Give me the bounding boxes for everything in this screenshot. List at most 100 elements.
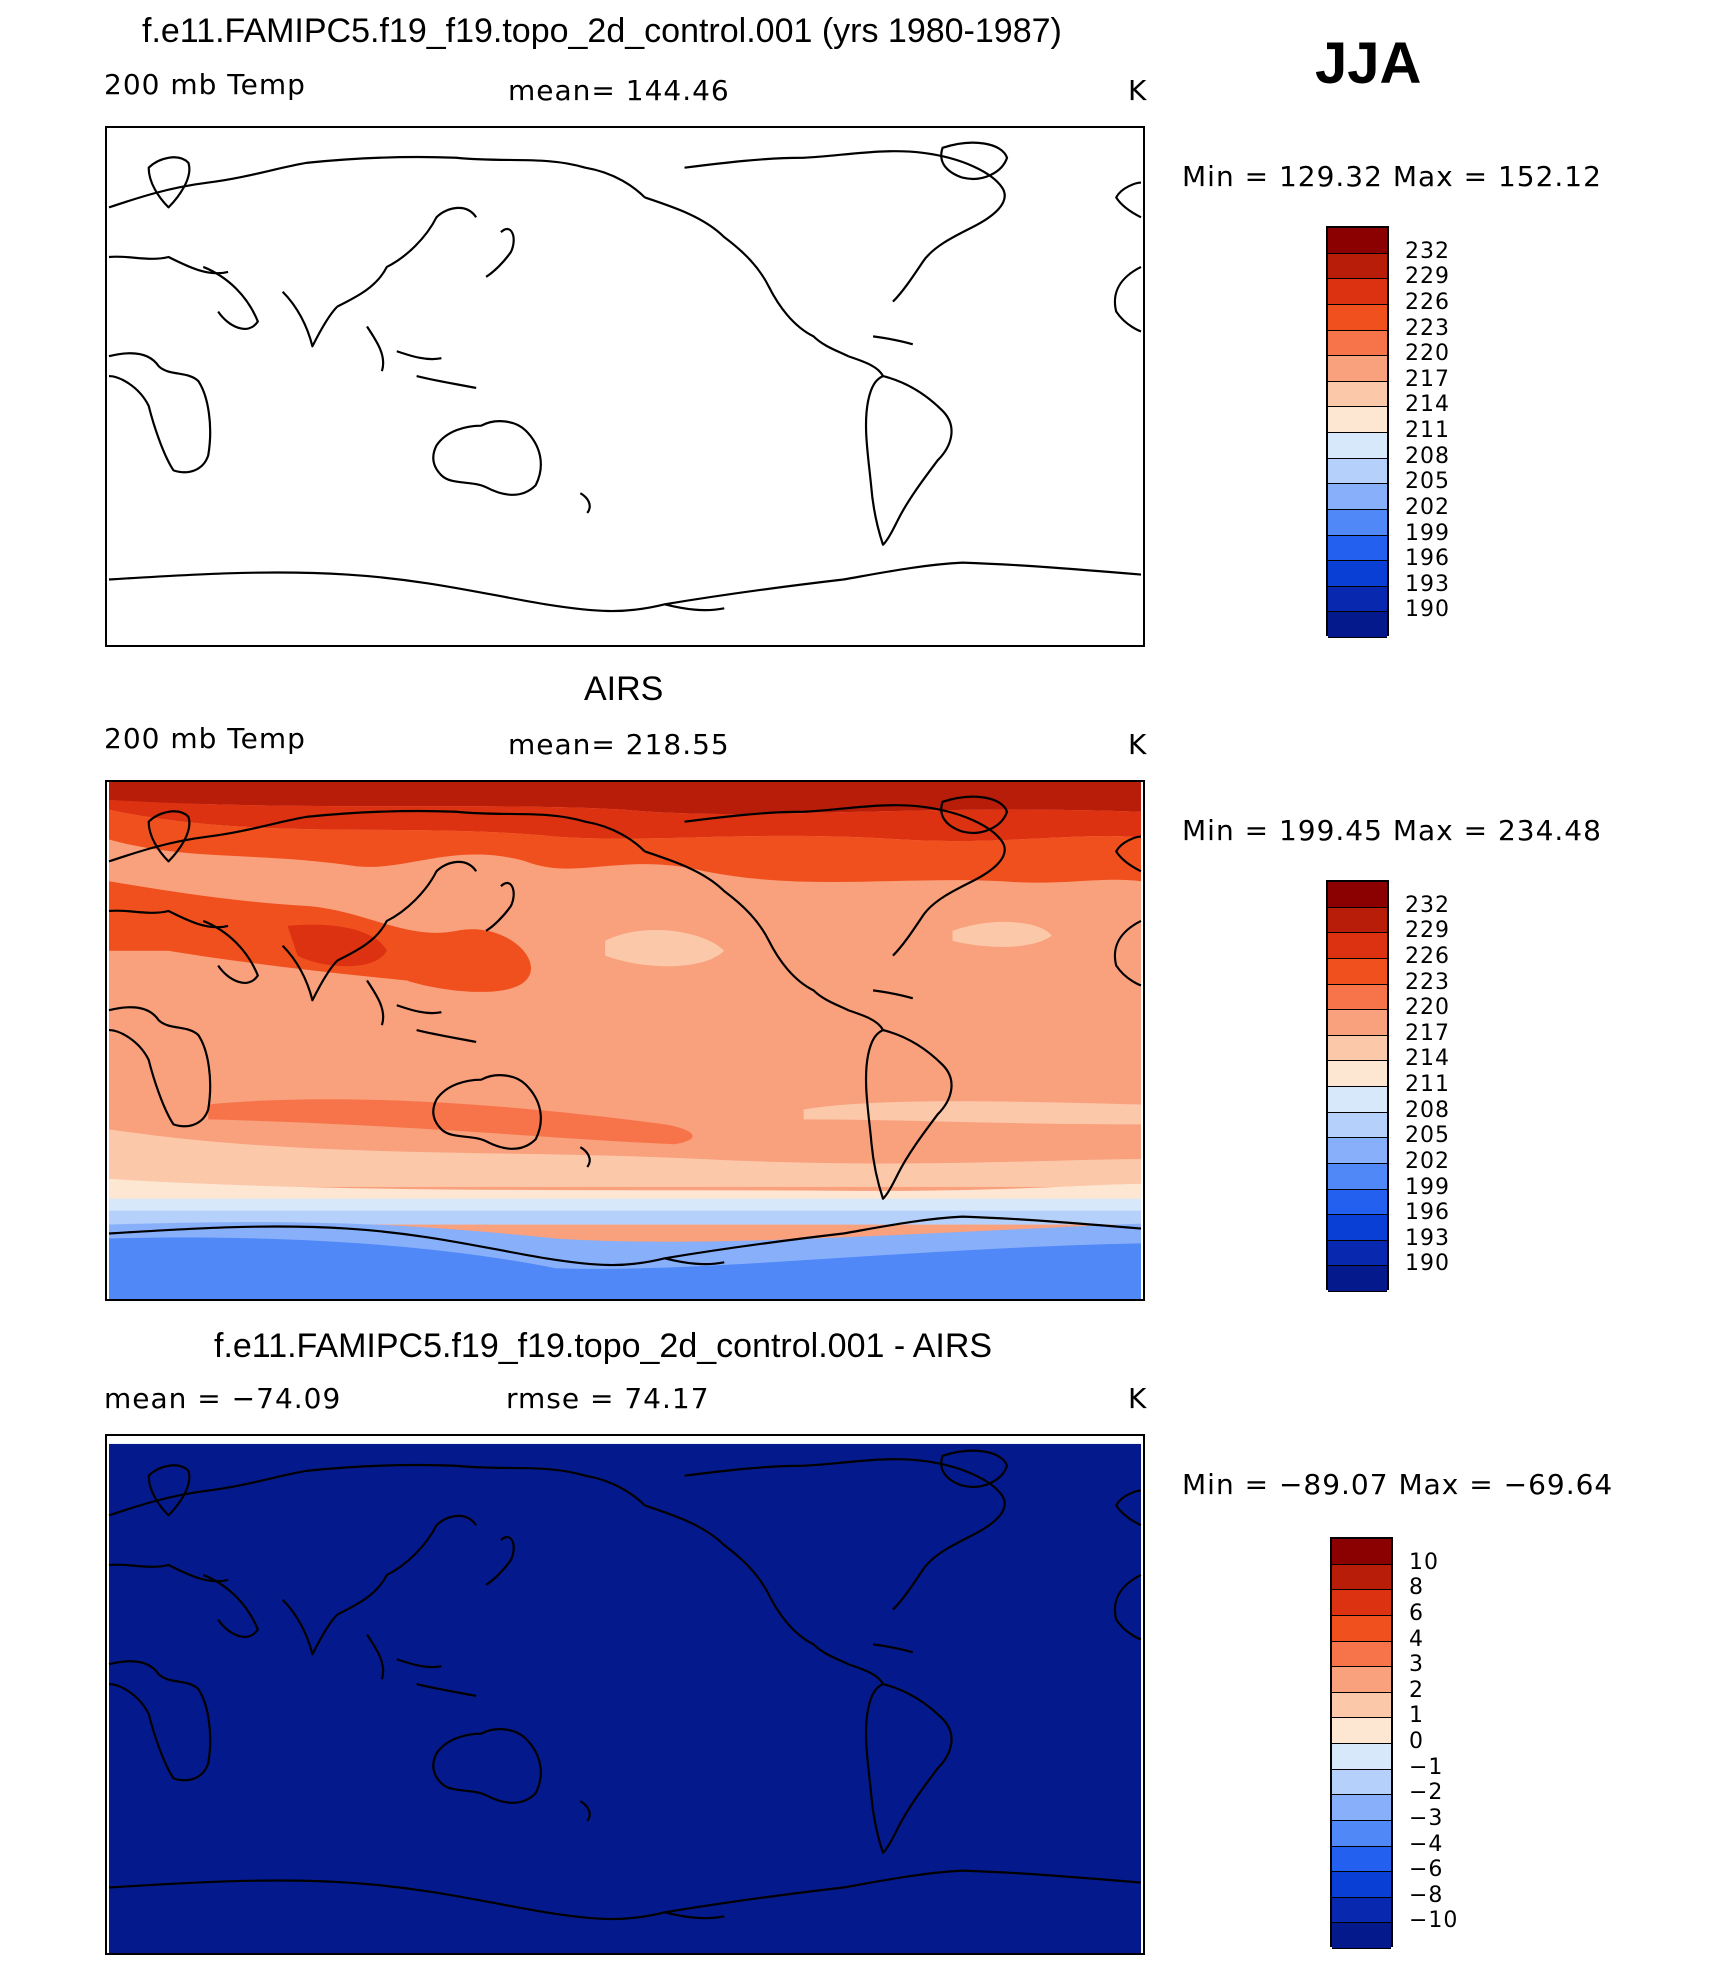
colorbar-swatch [1328, 253, 1387, 280]
colorbar-swatch [1328, 433, 1387, 459]
colorbar-level-label: 196 [1405, 546, 1450, 572]
colorbar-level-label: 211 [1405, 1072, 1450, 1097]
colorbar-swatch [1328, 1087, 1387, 1113]
colorbar-level-label: −2 [1409, 1780, 1444, 1806]
colorbar-swatch [1328, 228, 1387, 254]
panel-title-model: f.e11.FAMIPC5.f19_f19.topo_2d_control.00… [142, 12, 1062, 50]
colorbar-swatch [1332, 1692, 1391, 1719]
colorbar-swatch [1332, 1590, 1391, 1616]
colorbar-level-label: 217 [1405, 366, 1450, 392]
colorbar-level-label: 205 [1405, 1123, 1450, 1149]
field-southern-warm [208, 1099, 693, 1145]
colorbar-swatch [1328, 958, 1387, 985]
colorbar-level-label: 8 [1409, 1575, 1424, 1601]
colorbar-level-label: 226 [1405, 943, 1450, 969]
field-pacific-cool [605, 929, 725, 967]
colorbar-swatch [1328, 484, 1387, 510]
colorbar-obs [1326, 880, 1389, 1292]
colorbar-level-label: −4 [1409, 1831, 1444, 1857]
colorbar-level-label: 190 [1405, 1251, 1450, 1277]
colorbar-level-label: 4 [1409, 1626, 1424, 1652]
units-label-obs: K [1128, 728, 1148, 761]
units-label-diff: K [1128, 1382, 1148, 1415]
colorbar-level-label: 229 [1405, 918, 1450, 944]
colorbar-swatch [1332, 1539, 1391, 1565]
map-diff [105, 1434, 1145, 1955]
colorbar-level-label: 199 [1405, 1174, 1450, 1200]
colorbar-swatch [1332, 1641, 1391, 1668]
colorbar-swatch [1328, 458, 1387, 485]
mean-label-model: mean= 144.46 [508, 74, 730, 107]
colorbar-level-label: −8 [1409, 1882, 1444, 1908]
colorbar-level-label: 193 [1405, 571, 1450, 597]
colorbar-level-label: 10 [1409, 1549, 1439, 1575]
colorbar-swatch [1328, 1266, 1387, 1292]
colorbar-swatch [1332, 1846, 1391, 1873]
colorbar-swatch [1332, 1897, 1391, 1924]
colorbar-swatch [1328, 407, 1387, 433]
colorbar-swatch [1332, 1744, 1391, 1770]
variable-label-model: 200 mb Temp [104, 68, 306, 101]
colorbar-level-label: 202 [1405, 494, 1450, 520]
colorbar-swatch [1328, 1189, 1387, 1216]
colorbar-swatch [1328, 1163, 1387, 1190]
field-band-antarctic-2 [108, 1237, 1142, 1299]
map-model-svg [107, 141, 1143, 613]
colorbar-level-label: −10 [1409, 1908, 1459, 1934]
colorbar-level-label: 202 [1405, 1148, 1450, 1174]
minmax-obs: Min = 199.45 Max = 234.48 [1182, 814, 1602, 847]
field-band-subpolar-2 [108, 1210, 1142, 1225]
colorbar-swatch [1332, 1615, 1391, 1642]
colorbar-level-label: 205 [1405, 469, 1450, 495]
colorbar-level-label: 199 [1405, 520, 1450, 546]
colorbar-swatch [1328, 1215, 1387, 1241]
colorbar-swatch [1328, 907, 1387, 934]
colorbar-swatch [1328, 304, 1387, 331]
colorbar-swatch [1328, 509, 1387, 536]
field-diff [108, 1443, 1142, 1953]
colorbar-level-label: 232 [1405, 238, 1450, 264]
colorbar-swatch [1332, 1769, 1391, 1796]
colorbar-level-label: 232 [1405, 892, 1450, 918]
colorbar-swatch [1332, 1718, 1391, 1744]
map-model [105, 126, 1145, 647]
colorbar-level-label: 0 [1409, 1729, 1424, 1754]
colorbar-level-label: 229 [1405, 264, 1450, 290]
colorbar-level-label: 208 [1405, 443, 1450, 469]
mean-label-diff: mean = −74.09 [104, 1382, 342, 1415]
colorbar-swatch [1328, 330, 1387, 357]
panel-title-obs: AIRS [584, 670, 664, 708]
colorbar-swatch [1328, 1061, 1387, 1087]
colorbar-swatch [1328, 882, 1387, 908]
mean-label-obs: mean= 218.55 [508, 728, 730, 761]
colorbar-level-label: 190 [1405, 597, 1450, 623]
colorbar-level-label: 223 [1405, 969, 1450, 995]
colorbar-level-label: 208 [1405, 1097, 1450, 1123]
colorbar-level-label: 196 [1405, 1200, 1450, 1226]
field-atlantic-cool [952, 921, 1052, 947]
colorbar-level-label: 1 [1409, 1703, 1424, 1729]
colorbar-swatch [1328, 1035, 1387, 1062]
field-band-highlat [108, 809, 1142, 883]
map-obs [105, 780, 1145, 1301]
rmse-label-diff: rmse = 74.17 [506, 1382, 710, 1415]
colorbar-level-label: 2 [1409, 1677, 1424, 1703]
map-diff-svg [107, 1443, 1143, 1953]
field-band-polar [108, 799, 1142, 842]
units-label-model: K [1128, 74, 1148, 107]
colorbar-level-label: 217 [1405, 1020, 1450, 1046]
colorbar-swatch [1328, 535, 1387, 562]
colorbar-swatch [1328, 933, 1387, 959]
colorbar-level-label: 214 [1405, 392, 1450, 418]
colorbar-swatch [1328, 586, 1387, 613]
colorbar-level-label: 211 [1405, 418, 1450, 443]
colorbar-level-label: 220 [1405, 995, 1450, 1021]
colorbar-swatch [1328, 1010, 1387, 1036]
colorbar-level-label: −6 [1409, 1857, 1444, 1883]
colorbar-model [1326, 226, 1389, 638]
colorbar-level-label: 223 [1405, 315, 1450, 341]
colorbar-level-label: 220 [1405, 341, 1450, 367]
coastline-model [107, 141, 1143, 613]
colorbar-level-label: −1 [1409, 1754, 1444, 1780]
panel-title-diff: f.e11.FAMIPC5.f19_f19.topo_2d_control.00… [214, 1327, 993, 1365]
